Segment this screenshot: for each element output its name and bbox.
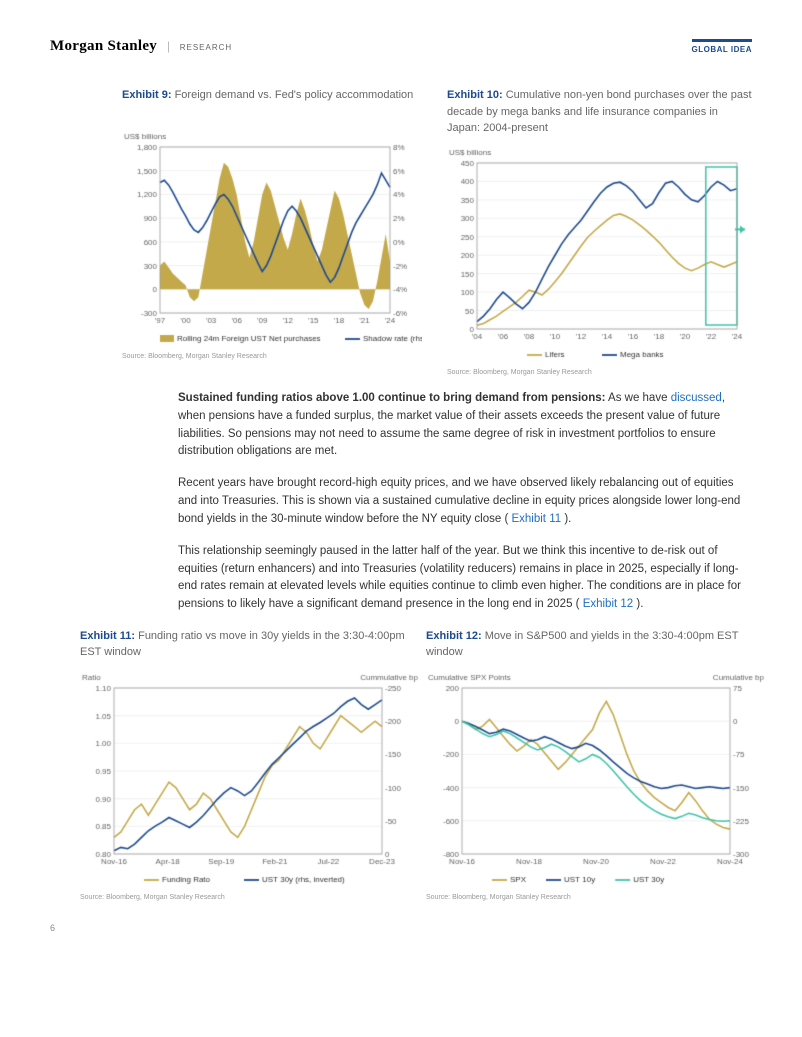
exhibit-11-block: Exhibit 11: Funding ratio vs move in 30y… (80, 628, 406, 901)
exhibit-9-chart (122, 129, 422, 349)
exhibit-10-block: Exhibit 10: Cumulative non-yen bond purc… (447, 87, 752, 376)
exhibit-12-block: Exhibit 12: Move in S&P500 and yields in… (426, 628, 752, 901)
exhibit-9-source: Source: Bloomberg, Morgan Stanley Resear… (122, 353, 427, 360)
exhibit-12-source: Source: Bloomberg, Morgan Stanley Resear… (426, 894, 752, 901)
brand-name: Morgan Stanley (50, 38, 157, 55)
exhibit-12-link[interactable]: Exhibit 12 (583, 598, 634, 610)
exhibit-12-title: Exhibit 12: Move in S&P500 and yields in… (426, 628, 752, 662)
brand-divider: | (167, 38, 170, 54)
page-number: 6 (50, 923, 55, 933)
paragraph-1: Sustained funding ratios above 1.00 cont… (50, 390, 752, 461)
charts-row-top: Exhibit 9: Foreign demand vs. Fed's poli… (50, 87, 752, 376)
charts-row-bottom: Exhibit 11: Funding ratio vs move in 30y… (50, 628, 752, 901)
exhibit-11-chart (80, 670, 420, 890)
exhibit-9-block: Exhibit 9: Foreign demand vs. Fed's poli… (122, 87, 427, 376)
page-header: Morgan Stanley | RESEARCH GLOBAL IDEA (50, 38, 752, 55)
paragraph-2: Recent years have brought record-high eq… (50, 475, 752, 528)
discussed-link[interactable]: discussed (671, 392, 722, 404)
exhibit-11-source: Source: Bloomberg, Morgan Stanley Resear… (80, 894, 406, 901)
exhibit-11-link[interactable]: Exhibit 11 (511, 513, 561, 525)
paragraph-3: This relationship seemingly paused in th… (50, 543, 752, 614)
exhibit-12-chart (426, 670, 766, 890)
exhibit-10-chart (447, 145, 747, 365)
exhibit-11-title: Exhibit 11: Funding ratio vs move in 30y… (80, 628, 406, 662)
exhibit-10-source: Source: Bloomberg, Morgan Stanley Resear… (447, 369, 752, 376)
brand-sub: RESEARCH (180, 43, 232, 52)
exhibit-9-title: Exhibit 9: Foreign demand vs. Fed's poli… (122, 87, 427, 121)
global-idea-badge: GLOBAL IDEA (692, 39, 752, 54)
exhibit-10-title: Exhibit 10: Cumulative non-yen bond purc… (447, 87, 752, 137)
brand-group: Morgan Stanley | RESEARCH (50, 38, 232, 55)
